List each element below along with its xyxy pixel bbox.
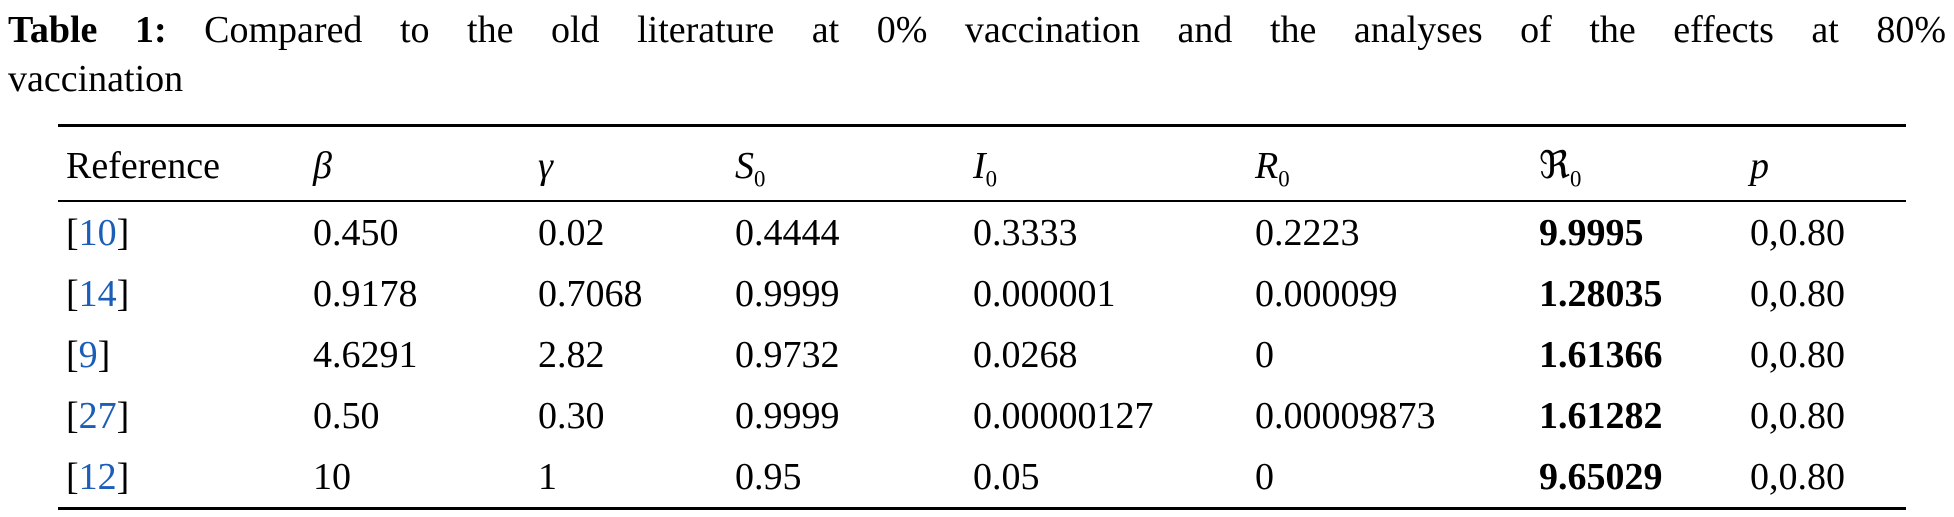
col-header-r0: R0 [1255,125,1539,202]
cell-i0: 0.00000127 [973,394,1154,437]
caption-line-1: Table 1: Compared to the old literature … [8,6,1946,55]
col-header-reference: Reference [58,125,313,202]
cell-s0: 0.4444 [735,211,840,254]
reference-link[interactable]: 14 [78,272,117,315]
bracket-open: [ [66,272,79,315]
table-row: [12] 10 1 0.95 0.05 0 9.65029 0,0.80 [58,446,1906,509]
cell-i0: 0.000001 [973,272,1116,315]
cell-beta: 0.9178 [313,272,418,315]
cell-p: 0,0.80 [1750,211,1845,254]
cell-r0: 0.2223 [1255,211,1360,254]
cell-p: 0,0.80 [1750,455,1845,498]
cell-r0: 0 [1255,455,1274,498]
header-row: Reference β γ S0 I0 R0 ℜ0 p [58,125,1906,202]
cell-reproduction-number: 1.61282 [1539,394,1663,437]
reference-link[interactable]: 9 [78,333,98,376]
cell-beta: 4.6291 [313,333,418,376]
reference-link[interactable]: 27 [78,394,117,437]
cell-gamma: 0.02 [538,211,605,254]
cell-reference: [12] [58,446,313,509]
col-header-p: p [1750,125,1906,202]
caption-text-line2: vaccination [8,58,184,100]
cell-r0: 0 [1255,333,1274,376]
bracket-close: ] [97,333,111,376]
bracket-open: [ [66,455,79,498]
cell-gamma: 2.82 [538,333,605,376]
cell-p: 0,0.80 [1750,333,1845,376]
cell-s0: 0.95 [735,455,802,498]
table-row: [9] 4.6291 2.82 0.9732 0.0268 0 1.61366 … [58,324,1906,385]
col-header-reproduction-number: ℜ0 [1539,125,1750,202]
caption-label: Table 1: [8,9,167,51]
cell-r0: 0.000099 [1255,272,1398,315]
bracket-close: ] [116,272,130,315]
cell-s0: 0.9999 [735,394,840,437]
parameters-table: Reference β γ S0 I0 R0 ℜ0 p [10] 0.450 0… [58,124,1906,510]
bracket-open: [ [66,211,79,254]
bracket-close: ] [116,211,130,254]
cell-gamma: 0.7068 [538,272,643,315]
cell-beta: 0.50 [313,394,380,437]
cell-beta: 0.450 [313,211,399,254]
cell-p: 0,0.80 [1750,272,1845,315]
table-row: [27] 0.50 0.30 0.9999 0.00000127 0.00009… [58,385,1906,446]
bracket-open: [ [66,394,79,437]
col-header-s0: S0 [735,125,973,202]
caption-text-line1: Compared to the old literature at 0% vac… [204,9,1946,51]
cell-i0: 0.3333 [973,211,1078,254]
cell-p: 0,0.80 [1750,394,1845,437]
cell-gamma: 0.30 [538,394,605,437]
col-header-gamma: γ [538,125,735,202]
cell-beta: 10 [313,455,351,498]
table-header: Reference β γ S0 I0 R0 ℜ0 p [58,125,1906,202]
cell-i0: 0.05 [973,455,1040,498]
bracket-open: [ [66,333,79,376]
table-row: [10] 0.450 0.02 0.4444 0.3333 0.2223 9.9… [58,201,1906,263]
table-body: [10] 0.450 0.02 0.4444 0.3333 0.2223 9.9… [58,201,1906,509]
reference-link[interactable]: 10 [78,211,117,254]
cell-reproduction-number: 9.9995 [1539,211,1644,254]
cell-reference: [14] [58,263,313,324]
col-header-beta: β [313,125,538,202]
cell-reference: [27] [58,385,313,446]
table-row: [14] 0.9178 0.7068 0.9999 0.000001 0.000… [58,263,1906,324]
col-header-i0: I0 [973,125,1255,202]
caption-line-2: vaccination [8,55,1946,104]
cell-s0: 0.9732 [735,333,840,376]
cell-reference: [10] [58,201,313,263]
cell-s0: 0.9999 [735,272,840,315]
cell-reproduction-number: 1.28035 [1539,272,1663,315]
bracket-close: ] [116,455,130,498]
cell-i0: 0.0268 [973,333,1078,376]
reference-link[interactable]: 12 [78,455,117,498]
table-caption: Table 1: Compared to the old literature … [8,6,1946,104]
bracket-close: ] [116,394,130,437]
cell-gamma: 1 [538,455,557,498]
cell-reference: [9] [58,324,313,385]
cell-reproduction-number: 1.61366 [1539,333,1663,376]
cell-reproduction-number: 9.65029 [1539,455,1663,498]
cell-r0: 0.00009873 [1255,394,1436,437]
